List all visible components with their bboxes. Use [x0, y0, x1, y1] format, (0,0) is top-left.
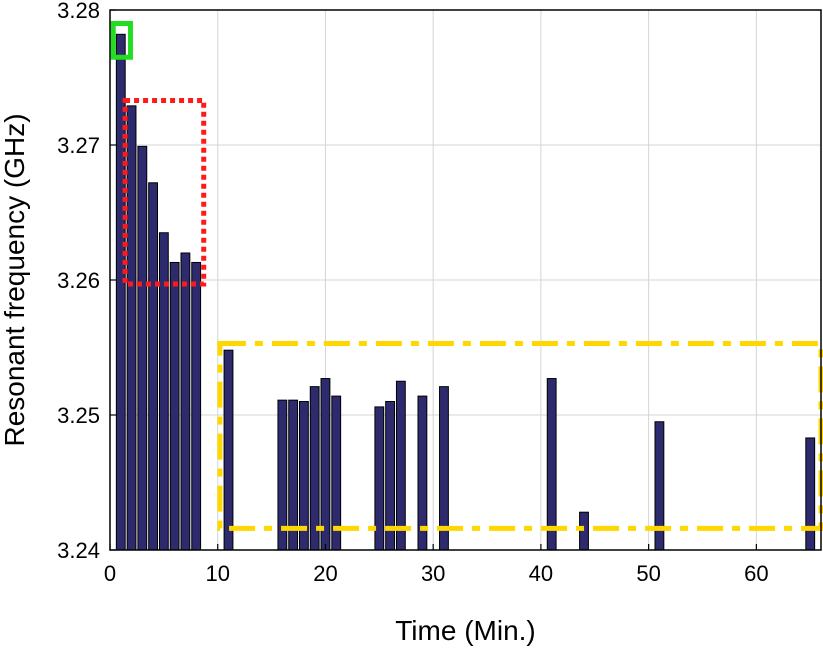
x-tick-label: 0	[104, 561, 116, 586]
y-tick-label: 3.25	[57, 403, 100, 428]
x-tick-label: 30	[421, 561, 445, 586]
x-tick-label: 40	[529, 561, 553, 586]
bar	[191, 261, 202, 551]
y-axis-label: Resonant frequency (GHz)	[0, 113, 30, 446]
x-axis-label: Time (Min.)	[395, 615, 536, 646]
bar	[320, 378, 331, 551]
x-tick-label: 20	[313, 561, 337, 586]
x-tick-label: 60	[744, 561, 768, 586]
x-tick-label: 50	[636, 561, 660, 586]
bar	[180, 252, 191, 551]
y-tick-label: 3.24	[57, 538, 100, 563]
bars	[115, 33, 816, 551]
bar	[309, 386, 320, 551]
bar	[223, 349, 234, 551]
y-tick-label: 3.26	[57, 268, 100, 293]
bar	[158, 232, 169, 551]
y-tick-label: 3.28	[57, 0, 100, 23]
y-tick-label: 3.27	[57, 133, 100, 158]
bar	[137, 145, 148, 551]
bar	[148, 182, 159, 551]
grid-lines	[110, 10, 821, 550]
bar	[579, 511, 589, 551]
bar	[805, 437, 816, 551]
annotation-box-solid	[110, 21, 133, 60]
x-tick-label: 10	[205, 561, 229, 586]
annotation-box-dotted	[122, 97, 207, 287]
bar	[374, 406, 385, 551]
annotation-boxes	[110, 21, 823, 531]
bar	[126, 105, 137, 551]
bar	[439, 386, 449, 551]
bar	[395, 380, 406, 551]
bar	[546, 378, 557, 551]
bar	[169, 261, 180, 551]
ticks: 0 10 20 30 40 50 60 3.24 3.25 3.26 3.27 3.28	[57, 0, 768, 586]
